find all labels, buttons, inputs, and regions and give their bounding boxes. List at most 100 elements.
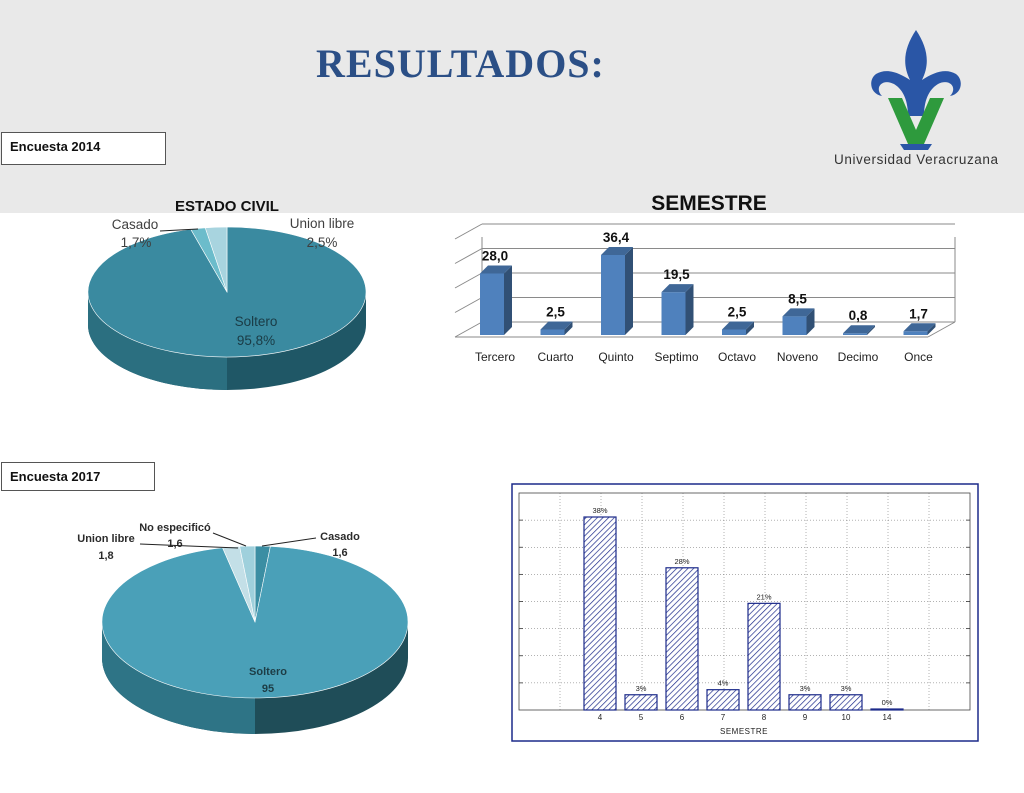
bar-tercero bbox=[480, 273, 504, 335]
x-tick-decimo: Decimo bbox=[838, 350, 879, 364]
value-label-noveno: 8,5 bbox=[788, 291, 807, 306]
grid-line-side bbox=[454, 272, 483, 289]
header-band bbox=[0, 0, 1024, 213]
value-label-decimo: 0,8 bbox=[849, 308, 868, 323]
x-tick-7: 7 bbox=[721, 713, 726, 722]
bar-semestre-4 bbox=[583, 516, 617, 711]
value-label-tercero: 28,0 bbox=[482, 248, 508, 263]
leader-line-casado bbox=[261, 537, 317, 547]
value-label-4: 38% bbox=[592, 506, 607, 515]
logo-base bbox=[900, 144, 932, 150]
slice-value-union-libre: 1,8 bbox=[98, 550, 113, 562]
bar-semestre-7 bbox=[706, 689, 740, 711]
university-logo bbox=[871, 30, 961, 150]
slice-label-casado: Casado bbox=[112, 217, 159, 232]
value-label-septimo: 19,5 bbox=[663, 267, 690, 282]
x-axis-label: SEMESTRE bbox=[720, 727, 768, 736]
leader-line-no-especifico bbox=[212, 532, 247, 547]
x-tick-septimo: Septimo bbox=[654, 350, 698, 364]
logo-v-shape bbox=[888, 98, 944, 144]
x-tick-4: 4 bbox=[598, 713, 603, 722]
bar-noveno-top bbox=[782, 308, 815, 317]
bar-septimo-side bbox=[685, 284, 694, 335]
bar-quinto bbox=[601, 255, 625, 335]
slice-label-no-especifico: No especificó bbox=[139, 522, 211, 534]
bar-semestre-8 bbox=[747, 602, 781, 711]
value-label-8: 21% bbox=[756, 592, 771, 601]
leader-line-casado bbox=[159, 228, 199, 232]
pie-slice-union-libre bbox=[204, 226, 228, 293]
x-tick-6: 6 bbox=[680, 713, 685, 722]
bar-cuarto bbox=[540, 329, 565, 335]
bar-decimo-side bbox=[867, 325, 875, 335]
bar-decimo bbox=[843, 333, 867, 335]
x-tick-once: Once bbox=[904, 350, 933, 364]
survey-2014-label: Encuesta 2014 bbox=[1, 132, 166, 165]
value-label-9: 3% bbox=[800, 684, 811, 693]
value-label-once: 1,7 bbox=[909, 306, 928, 321]
bar-once-top bbox=[903, 323, 936, 332]
x-tick-noveno: Noveno bbox=[777, 350, 819, 364]
grid-line-side bbox=[454, 321, 483, 338]
slice-value-soltero: 95,8% bbox=[237, 333, 275, 348]
bar-tercero-side bbox=[504, 265, 512, 335]
value-label-14: 0% bbox=[882, 698, 893, 707]
slice-label-soltero: Soltero bbox=[235, 314, 278, 329]
slice-value-casado: 1,6 bbox=[332, 547, 347, 559]
bar-semestre-6 bbox=[665, 567, 699, 711]
bar-septimo bbox=[661, 292, 686, 335]
bar-semestre-5 bbox=[624, 694, 658, 711]
value-label-quinto: 36,4 bbox=[603, 230, 630, 245]
bar-octavo-side bbox=[746, 321, 754, 335]
bar-semestre-14 bbox=[870, 708, 904, 711]
chart-title: ESTADO CIVIL bbox=[175, 198, 279, 215]
x-tick-9: 9 bbox=[803, 713, 808, 722]
bar-once-side bbox=[927, 323, 936, 335]
slice-label-casado: Casado bbox=[320, 531, 360, 543]
bar-semestre-10 bbox=[829, 694, 863, 711]
grid-line-side bbox=[454, 223, 483, 240]
pie-slice-soltero bbox=[101, 546, 409, 699]
bar-quinto-top bbox=[601, 247, 633, 255]
x-tick-5: 5 bbox=[639, 713, 644, 722]
bar-cuarto-side bbox=[564, 321, 573, 335]
slice-label-union-libre: Union libre bbox=[77, 533, 134, 545]
grid-line-side bbox=[454, 297, 483, 313]
x-tick-8: 8 bbox=[762, 713, 767, 722]
survey-2017-label: Encuesta 2017 bbox=[1, 462, 155, 491]
x-tick-tercero: Tercero bbox=[475, 350, 515, 364]
x-tick-14: 14 bbox=[883, 713, 892, 722]
value-label-octavo: 2,5 bbox=[728, 305, 747, 320]
x-tick-quinto: Quinto bbox=[598, 350, 634, 364]
value-label-5: 3% bbox=[636, 684, 647, 693]
logo-text: Universidad Veracruzana bbox=[834, 152, 999, 167]
bar-cuarto-top bbox=[540, 321, 573, 330]
bar-octavo-top bbox=[722, 321, 754, 330]
x-tick-cuarto: Cuarto bbox=[537, 350, 573, 364]
slice-label-union-libre: Union libre bbox=[290, 216, 355, 231]
chart-title: SEMESTRE bbox=[651, 192, 767, 215]
bar-noveno-side bbox=[806, 308, 815, 335]
bar-noveno bbox=[782, 316, 807, 335]
bar-once bbox=[903, 331, 928, 335]
pie-slice-no-especific- bbox=[239, 545, 256, 623]
value-label-cuarto: 2,5 bbox=[546, 305, 565, 320]
value-label-10: 3% bbox=[841, 684, 852, 693]
bar-septimo-top bbox=[661, 284, 694, 293]
bar-octavo bbox=[722, 329, 746, 335]
slice-value-union-libre: 2,5% bbox=[307, 235, 338, 250]
value-label-6: 28% bbox=[674, 557, 689, 566]
slice-value-casado: 1,7% bbox=[121, 235, 152, 250]
x-tick-10: 10 bbox=[842, 713, 851, 722]
bar-semestre-9 bbox=[788, 694, 822, 711]
bar-quinto-side bbox=[625, 247, 633, 335]
pie-side-highlight bbox=[88, 292, 227, 390]
leader-line-union-libre bbox=[139, 543, 239, 549]
bar-tercero-top bbox=[480, 265, 512, 274]
slice-value-no-especifico: 1,6 bbox=[167, 538, 182, 550]
slice-label-soltero: Soltero bbox=[249, 666, 287, 678]
